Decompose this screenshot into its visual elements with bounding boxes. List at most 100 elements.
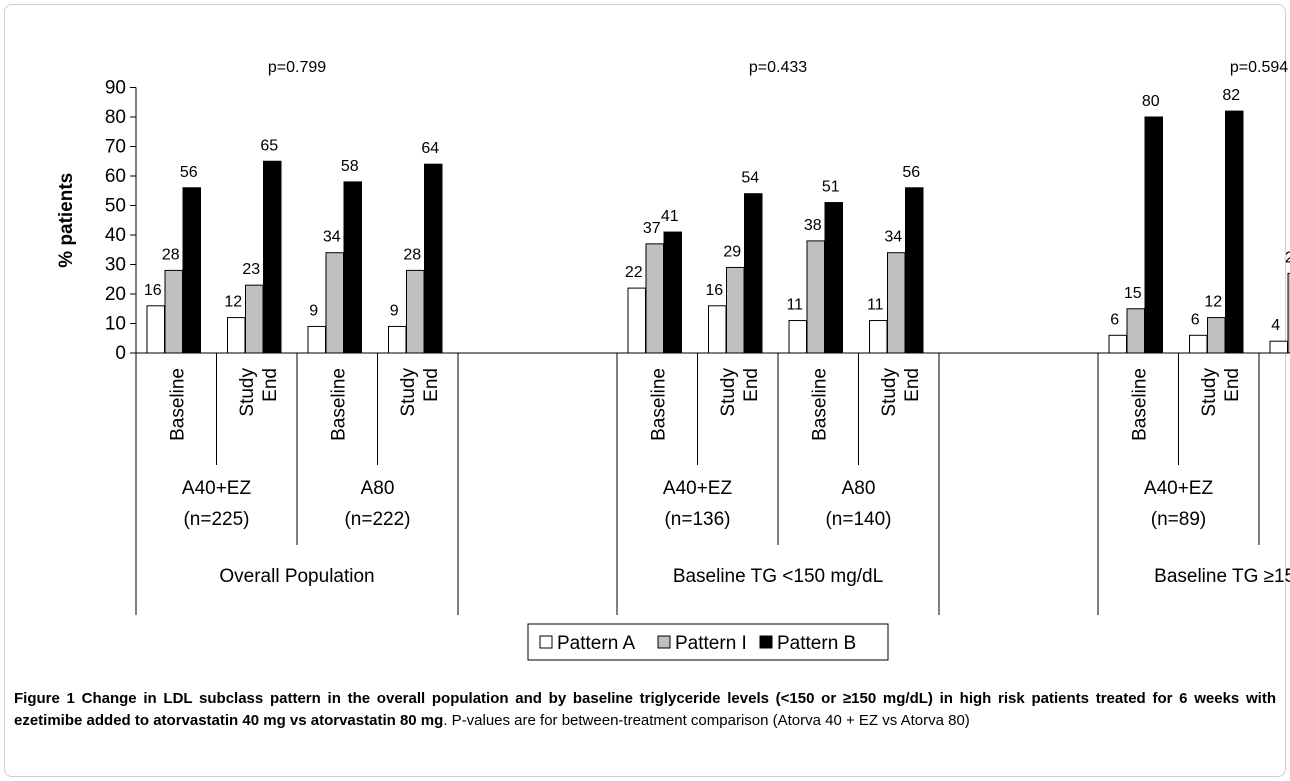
data-label: 22 (625, 264, 643, 281)
treatment-label: A80 (361, 478, 395, 499)
legend-label: Pattern B (777, 633, 856, 654)
treatment-n-label: (n=140) (825, 509, 891, 530)
caption-bold: Figure 1 Change in LDL subclass pattern … (14, 690, 1276, 729)
data-label: 65 (260, 137, 278, 154)
bar-pattern-i (806, 240, 825, 354)
bar-pattern-a (788, 320, 807, 354)
data-label: 82 (1222, 87, 1240, 104)
category-label: Study (718, 368, 739, 417)
data-label: 16 (144, 282, 162, 299)
legend-swatch (657, 635, 671, 649)
bar-pattern-a (1269, 340, 1288, 354)
bar-pattern-a (1108, 334, 1127, 354)
figure-frame (4, 4, 1286, 777)
treatment-n-label: (n=89) (1151, 509, 1206, 530)
category-label: Baseline (1129, 368, 1150, 441)
group-label: Overall Population (219, 566, 374, 587)
bar-pattern-i (325, 252, 344, 354)
data-label: 4 (1271, 317, 1280, 334)
treatment-label: A40+EZ (1144, 478, 1214, 499)
bar-pattern-b (744, 193, 763, 354)
bar-pattern-a (627, 287, 646, 354)
treatment-label: A80 (842, 478, 876, 499)
category-label: Study (879, 368, 900, 417)
legend-label: Pattern A (557, 633, 635, 654)
treatment-label: A40+EZ (182, 478, 252, 499)
bar-pattern-a (708, 305, 727, 354)
treatment-n-label: (n=136) (664, 509, 730, 530)
data-label: 34 (323, 229, 341, 246)
category-label: Study (237, 368, 258, 417)
data-label: 9 (390, 302, 399, 319)
bar-pattern-i (1287, 272, 1290, 354)
bar-pattern-i (406, 269, 425, 354)
bar-pattern-b (905, 187, 924, 354)
category-label: Study (1199, 368, 1220, 417)
treatment-n-label: (n=225) (183, 509, 249, 530)
bar-pattern-a (227, 317, 246, 354)
category-label: Baseline (809, 368, 830, 441)
group-label: Baseline TG <150 mg/dL (673, 566, 883, 587)
data-label: 38 (804, 217, 822, 234)
group-label: Baseline TG ≥150 mg/dL (1154, 566, 1290, 587)
data-label: 58 (341, 158, 359, 175)
y-tick-label: 30 (105, 255, 126, 276)
bar-pattern-b (663, 231, 682, 354)
data-label: 16 (705, 282, 723, 299)
y-tick-label: 40 (105, 225, 126, 246)
data-label: 11 (867, 297, 884, 314)
bar-pattern-b (343, 181, 362, 354)
data-label: 6 (1191, 311, 1200, 328)
legend-box (527, 623, 889, 661)
bar-pattern-b (1225, 110, 1244, 354)
p-value-label: p=0.799 (268, 59, 326, 76)
data-label: 64 (421, 140, 439, 157)
category-label: End (1222, 368, 1243, 402)
bar-pattern-a (388, 325, 407, 354)
y-tick-label: 90 (105, 78, 126, 99)
data-label: 23 (242, 261, 260, 278)
data-label: 56 (902, 164, 920, 181)
figure-caption: Figure 1 Change in LDL subclass pattern … (14, 688, 1276, 732)
data-label: 80 (1142, 93, 1160, 110)
y-tick-label: 70 (105, 137, 126, 158)
bar-pattern-b (263, 160, 282, 354)
bar-pattern-a (307, 325, 326, 354)
data-label: 12 (1204, 294, 1222, 311)
y-axis-title: % patients (56, 173, 77, 268)
y-tick-label: 80 (105, 107, 126, 128)
data-label: 28 (162, 246, 180, 263)
bar-pattern-b (424, 163, 443, 354)
data-label: 9 (309, 302, 318, 319)
category-label: End (902, 368, 923, 402)
category-label: End (260, 368, 281, 402)
category-label: End (421, 368, 442, 402)
data-label: 6 (1110, 311, 1119, 328)
data-label: 34 (884, 229, 902, 246)
y-tick-label: 0 (115, 343, 126, 364)
legend-swatch (539, 635, 553, 649)
p-value-label: p=0.594 (1230, 59, 1288, 76)
y-tick-label: 20 (105, 284, 126, 305)
data-label: 56 (180, 164, 198, 181)
category-label: End (741, 368, 762, 402)
bar-pattern-i (1126, 308, 1145, 354)
bar-pattern-b (182, 187, 201, 354)
p-value-label: p=0.433 (749, 59, 807, 76)
treatment-n-label: (n=222) (344, 509, 410, 530)
category-label: Baseline (328, 368, 349, 441)
bar-pattern-a (869, 320, 888, 354)
category-label: Baseline (167, 368, 188, 441)
data-label: 41 (661, 208, 679, 225)
bar-pattern-i (726, 266, 745, 354)
legend-label: Pattern I (675, 633, 747, 654)
category-label: Study (398, 368, 419, 417)
bar-pattern-a (146, 305, 165, 354)
bar-pattern-i (645, 243, 664, 354)
data-label: 37 (643, 220, 661, 237)
bar-pattern-i (887, 252, 906, 354)
bar-pattern-i (245, 284, 264, 354)
bar-chart: 0 10 20 30 40 50 60 70 80 90 % patients p=0.799 Over… (56, 59, 1290, 661)
data-label: 28 (403, 246, 421, 263)
caption-normal: . P-values are for between-treatment com… (443, 712, 970, 729)
